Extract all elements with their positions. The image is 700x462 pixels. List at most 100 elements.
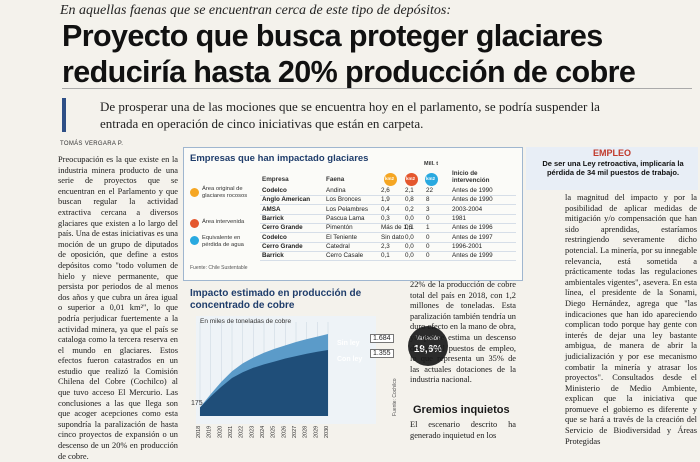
- table-cell-b: 2,1: [405, 187, 414, 194]
- x-tick-label: 2025: [271, 426, 277, 438]
- table-cell-b: 0,0: [405, 233, 414, 241]
- x-tick-label: 2026: [281, 426, 287, 438]
- table-row-divider: [260, 204, 516, 206]
- table-cell-faena: Andina: [326, 187, 346, 194]
- byline: TOMÁS VERGARA P.: [60, 141, 124, 147]
- body-column-mid: 22% de la producción de cobre total del …: [410, 280, 516, 385]
- table-cell-empresa: AMSA: [262, 205, 281, 213]
- table-row-divider: [260, 195, 516, 196]
- table-cell-a: 2,6: [381, 187, 390, 194]
- headline: Proyecto que busca proteger glaciares re…: [62, 19, 636, 89]
- table-cell-b: 0,1: [405, 224, 414, 232]
- table-cell-faena: Los Bronces: [326, 196, 362, 204]
- table-cell-c: 0: [426, 242, 430, 250]
- chart-unit-note: En miles de toneladas de cobre: [200, 318, 292, 325]
- table-cell-c: 22: [426, 187, 434, 194]
- deck-accent-bar: [62, 98, 66, 132]
- table-cell-empresa: Anglo American: [262, 196, 311, 204]
- table-row-divider: [260, 213, 516, 215]
- table-cell-faena: Catedral: [326, 242, 350, 250]
- x-tick-label: 2020: [217, 426, 223, 438]
- table-cell-inicio: Antes de 1999: [452, 252, 493, 260]
- table-cell-b: 0,0: [405, 252, 414, 260]
- table-cell-b: 0,0: [405, 214, 414, 222]
- table-cell-a: 0,4: [381, 205, 390, 213]
- table-cell-b: 0,0: [405, 242, 414, 250]
- table-cell-inicio: 2003-2004: [452, 205, 483, 213]
- table-cell-empresa: Codelco: [262, 187, 287, 194]
- table-cell-empresa: Barrick: [262, 214, 284, 222]
- table-cell-c: 0: [426, 252, 430, 260]
- table-cell-empresa: Codelco: [262, 233, 287, 241]
- table-cell-inicio: Antes de 1996: [452, 224, 493, 232]
- table-cell-c: 8: [426, 196, 430, 204]
- table-cell-inicio: 1996-2001: [452, 242, 483, 250]
- col-header-faena: Faena: [326, 176, 345, 183]
- empleo-text: De ser una Ley retroactiva, implicaría l…: [542, 159, 684, 177]
- table-cell-c: 1: [426, 224, 430, 232]
- x-tick-label: 2023: [249, 426, 255, 438]
- subhead-gremios: Gremios inquietos: [413, 404, 510, 416]
- table-cell-faena: Los Pelambres: [326, 205, 368, 213]
- table-cell-c: 0: [426, 214, 430, 222]
- area-con-ley: [200, 350, 328, 416]
- body-column-gremios: El escenario descrito ha generado inquie…: [410, 420, 516, 440]
- col-header-inicio: Inicio de intervención: [452, 170, 490, 184]
- table-cell-a: 0,3: [381, 214, 390, 222]
- x-tick-label: 2019: [207, 426, 213, 438]
- legend-dot-original: [190, 188, 199, 197]
- x-tick-label: 2024: [260, 426, 266, 438]
- chart-title: Impacto estimado en producción de concen…: [190, 288, 362, 311]
- table-title: Empresas que han impactado glaciares: [190, 153, 369, 164]
- legend-label-original: Área original de glaciares rocosos: [202, 186, 248, 199]
- table-row-divider: [260, 222, 516, 224]
- table-cell-a: 0,1: [381, 252, 390, 260]
- header-circle-original: [384, 173, 397, 186]
- variation-badge: [408, 326, 448, 366]
- table-cell-inicio: Antes de 1990: [452, 187, 493, 194]
- col-header-km2-original: km2: [385, 176, 395, 181]
- col-header-mill: Mill. t: [424, 161, 439, 167]
- label-con-ley: Con ley: [337, 356, 363, 363]
- chart-source: Fuente: Cochilco: [392, 378, 398, 416]
- table-cell-a: 2,3: [381, 242, 390, 250]
- end-value-con-ley: 1.355: [370, 349, 394, 358]
- col-header-empresa: Empresa: [262, 176, 289, 183]
- body-column-1: Preocupación es la que existe en la indu…: [58, 155, 178, 461]
- legend-dot-intervenida: [190, 219, 199, 228]
- x-tick-label: 2018: [196, 426, 202, 438]
- x-tick-label: 2029: [313, 426, 319, 438]
- divider: [62, 88, 692, 89]
- variation-value: 19,6%: [413, 344, 443, 355]
- empleo-box: [526, 147, 698, 190]
- empleo-head: EMPLEO: [592, 148, 631, 158]
- table-cell-a: Más de 1,6: [381, 224, 413, 232]
- table-cell-inicio: Antes de 1997: [452, 233, 493, 241]
- legend-dot-agua: [190, 236, 199, 245]
- table-cell-empresa: Cerro Grande: [262, 242, 303, 250]
- table-cell-c: 3: [426, 205, 430, 213]
- header-circle-agua: [425, 173, 438, 186]
- table-cell-c: 0: [426, 233, 430, 241]
- variation-label: Variación: [415, 336, 441, 342]
- table-cell-a: 1,9: [381, 196, 390, 204]
- table-cell-a: Sin dato: [381, 233, 405, 241]
- table-cell-b: 0,2: [405, 205, 414, 213]
- x-tick-label: 2021: [228, 426, 234, 438]
- table-cell-inicio: 1981: [452, 214, 467, 222]
- table-cell-inicio: Antes de 1990: [452, 196, 493, 204]
- x-tick-label: 2022: [239, 426, 245, 438]
- header-circle-intervenida: [405, 173, 418, 186]
- x-tick-label: 2028: [303, 426, 309, 438]
- label-sin-ley: Sin ley: [337, 340, 360, 347]
- col-header-km2-agua: km2: [426, 176, 436, 181]
- table-cell-empresa: Barrick: [262, 252, 284, 260]
- legend-label-intervenida: Área intervenida: [202, 219, 245, 225]
- table-source: Fuente: Chile Sustentable: [190, 265, 248, 271]
- table-cell-faena: Pascua Lama: [326, 214, 365, 222]
- legend-label-agua: Equivalente en pérdida de agua: [202, 235, 244, 248]
- table-row-divider: [260, 232, 516, 234]
- table-row-divider: [260, 241, 516, 243]
- end-value-sin-ley: 1.684: [370, 334, 394, 343]
- table-cell-empresa: Cerro Grande: [262, 224, 303, 232]
